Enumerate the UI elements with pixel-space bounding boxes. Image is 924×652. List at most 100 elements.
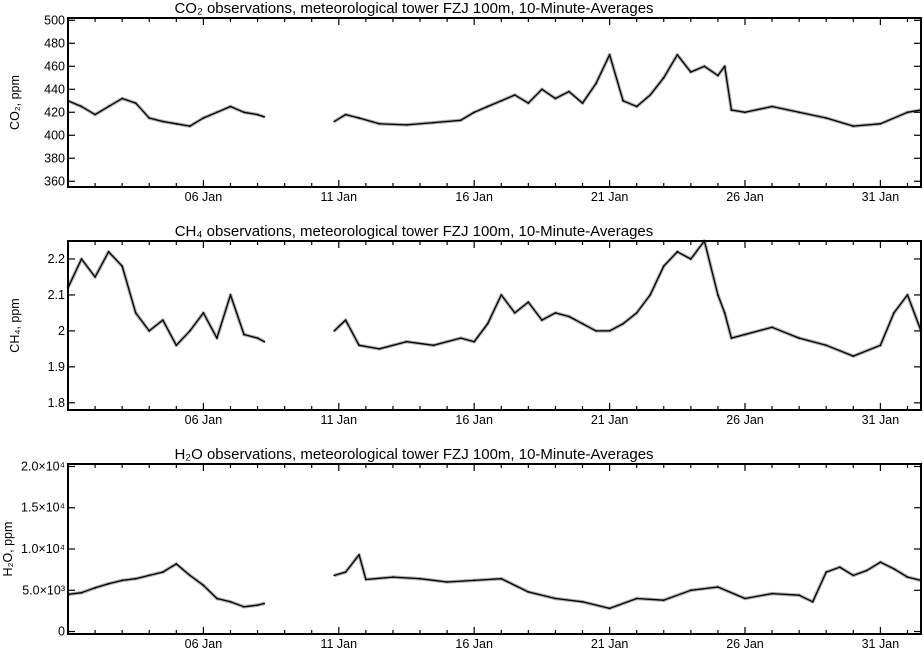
plot-frame: [67, 463, 922, 635]
x-tick-label: 21 Jan: [591, 637, 629, 651]
data-point: [405, 340, 408, 343]
data-point: [216, 111, 218, 114]
data-point: [635, 312, 638, 314]
data-point: [581, 600, 584, 603]
data-point: [358, 344, 360, 347]
data-point: [459, 119, 462, 122]
data-point: [879, 122, 882, 125]
data-point: [202, 584, 205, 587]
data-point: [333, 120, 336, 123]
series-variability-band: [333, 53, 922, 128]
data-point: [121, 97, 124, 100]
y-tick-label: 1.5×10⁴: [21, 501, 65, 515]
y-tick-label: 1.9: [48, 360, 65, 374]
data-point: [581, 102, 584, 104]
x-tick-label: 31 Jan: [862, 413, 900, 427]
data-point: [595, 330, 597, 332]
y-tick-label: 420: [44, 105, 65, 119]
data-point: [906, 294, 909, 296]
y-axis-label: CO₂, ppm: [8, 75, 22, 130]
data-point: [676, 250, 679, 253]
x-tick-label: 06 Jan: [185, 190, 223, 204]
data-point: [662, 599, 665, 602]
data-point: [365, 578, 367, 581]
plot-frame: [67, 17, 922, 188]
data-point: [243, 605, 245, 608]
data-point: [229, 294, 232, 296]
data-point: [94, 586, 96, 589]
data-point: [879, 561, 882, 564]
data-point: [419, 577, 421, 580]
x-tick-label: 26 Jan: [726, 190, 764, 204]
x-tick-label: 06 Jan: [185, 413, 223, 427]
data-point: [527, 301, 530, 303]
data-point: [798, 111, 800, 114]
data-point: [879, 344, 882, 347]
data-point: [148, 117, 151, 119]
data-point: [744, 333, 746, 336]
data-point: [121, 579, 124, 582]
data-point: [189, 125, 191, 127]
y-tick-label: 0: [58, 625, 65, 639]
data-point: [771, 592, 773, 595]
data-point: [568, 90, 570, 93]
data-point: [541, 88, 543, 91]
chart-title: CH₄ observations, meteorological tower F…: [175, 223, 654, 240]
data-point: [175, 344, 178, 347]
series-line-segment-2: [333, 54, 922, 127]
data-point: [432, 121, 435, 124]
x-tick-label: 11 Jan: [320, 413, 357, 427]
data-point: [771, 105, 773, 108]
data-point: [622, 99, 624, 102]
x-tick-label: 26 Jan: [726, 637, 764, 651]
data-point: [622, 322, 624, 325]
data-point: [581, 322, 584, 325]
data-point: [649, 294, 652, 296]
data-point: [486, 105, 489, 108]
y-tick-label: 500: [44, 13, 65, 27]
data-point: [635, 597, 638, 600]
data-point: [161, 120, 164, 123]
data-point: [649, 94, 652, 96]
data-point: [263, 116, 266, 118]
data-point: [635, 105, 638, 108]
data-point: [608, 53, 611, 56]
data-point: [811, 600, 814, 603]
y-tick-label: 360: [44, 174, 65, 188]
data-point: [229, 600, 232, 603]
x-tick-label: 21 Jan: [591, 190, 629, 204]
y-tick-label: 2.1: [48, 288, 65, 302]
x-tick-label: 11 Jan: [320, 190, 357, 204]
x-tick-label: 31 Jan: [862, 190, 900, 204]
data-point: [175, 122, 178, 125]
series-line-segment-1: [67, 251, 265, 346]
chart-panel-3: H₂O observations, meteorological tower F…: [1, 446, 922, 651]
y-tick-label: 2.0×10⁴: [21, 459, 65, 473]
data-point: [513, 312, 516, 314]
data-point: [730, 337, 733, 339]
data-point: [80, 105, 83, 108]
data-point: [134, 312, 137, 314]
data-point: [432, 344, 435, 347]
y-tick-label: 440: [44, 82, 65, 96]
data-point: [568, 315, 570, 318]
data-point: [473, 111, 476, 114]
series-line-segment-1: [67, 563, 265, 608]
data-point: [459, 337, 462, 339]
x-tick-label: 16 Jan: [455, 190, 493, 204]
data-point: [723, 65, 726, 68]
data-point: [717, 586, 719, 588]
data-point: [500, 294, 503, 296]
y-tick-label: 2.2: [48, 252, 65, 266]
data-point: [852, 125, 855, 127]
data-point: [107, 582, 110, 585]
data-point: [730, 109, 733, 111]
data-point: [906, 111, 909, 114]
data-point: [703, 65, 706, 68]
data-point: [243, 333, 245, 336]
data-point: [80, 591, 83, 594]
data-point: [513, 94, 516, 96]
data-point: [838, 566, 841, 569]
x-tick-label: 11 Jan: [320, 637, 357, 651]
